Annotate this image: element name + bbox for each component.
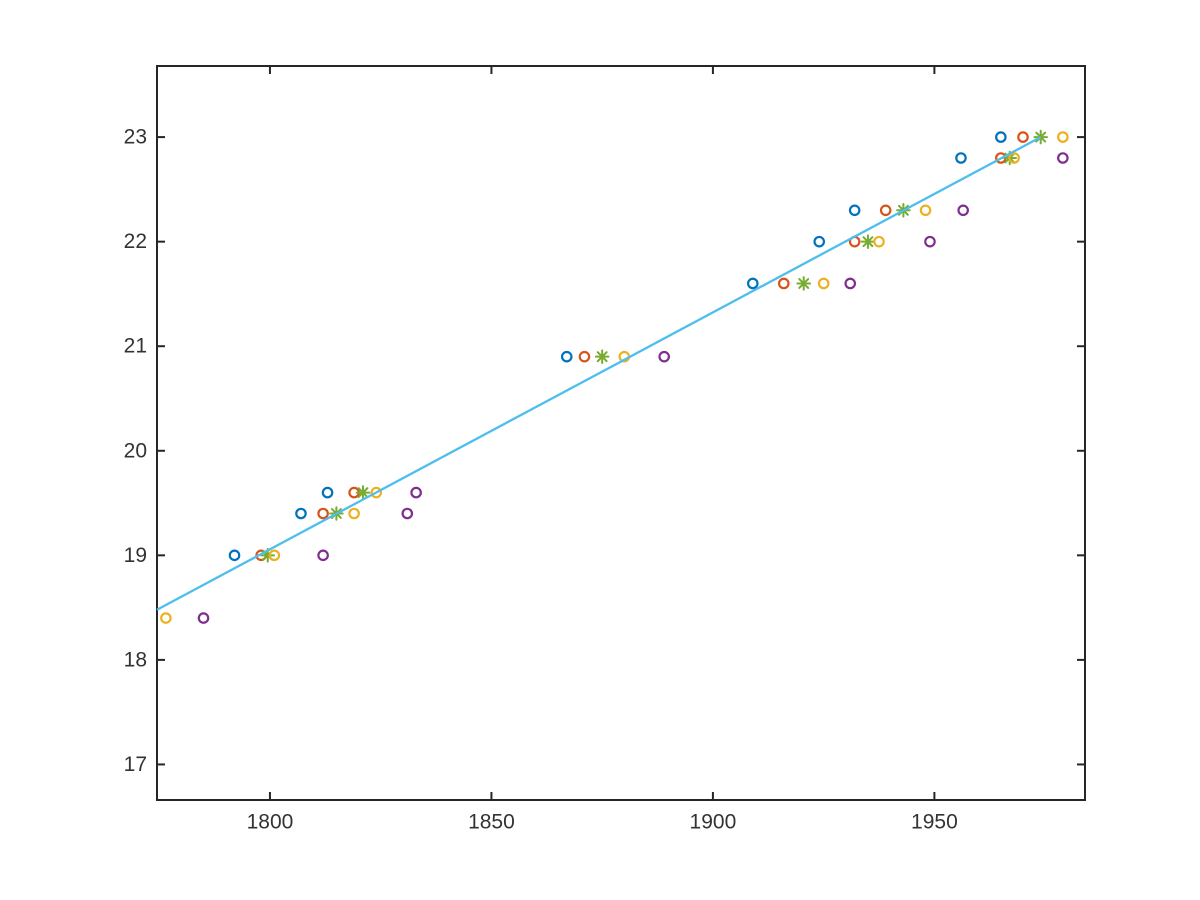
data-point-series-5-purple-circles xyxy=(317,549,329,562)
data-point-series-5-purple-circles xyxy=(1057,152,1069,164)
data-point-series-4-yellow-circles xyxy=(160,612,172,624)
y-tick-label-23: 23 xyxy=(124,126,147,149)
data-point-series-2-orange-circles xyxy=(317,507,329,520)
data-point-series-5-purple-circles xyxy=(924,235,936,248)
data-point-series-1-blue-circles xyxy=(560,350,573,363)
data-point-series-4-yellow-circles xyxy=(919,204,932,217)
data-point-series-5-purple-circles xyxy=(197,612,210,624)
data-point-series-2-orange-circles xyxy=(1017,131,1029,143)
y-tick-label-20: 20 xyxy=(124,439,147,462)
data-point-series-5-purple-circles xyxy=(844,277,857,290)
data-point-series-1-blue-circles xyxy=(848,204,861,217)
data-point-series-1-blue-circles xyxy=(321,486,334,499)
y-tick-label-22: 22 xyxy=(124,230,147,253)
data-point-series-3-green-asterisks xyxy=(355,485,371,500)
x-tick-label-1900: 1900 xyxy=(690,810,737,833)
y-tick-label-19: 19 xyxy=(124,544,147,567)
plot-area-box xyxy=(156,65,1086,801)
fit-line xyxy=(156,136,1042,611)
x-tick-label-1800: 1800 xyxy=(247,810,294,833)
data-point-series-2-orange-circles xyxy=(879,204,892,217)
data-point-series-4-yellow-circles xyxy=(348,507,360,520)
y-tick-label-18: 18 xyxy=(124,648,147,671)
data-point-series-4-yellow-circles xyxy=(1057,131,1069,143)
data-point-series-4-yellow-circles xyxy=(370,486,383,499)
data-point-series-4-yellow-circles xyxy=(817,277,830,290)
x-tick-label-1950: 1950 xyxy=(911,810,958,833)
y-tick-label-17: 17 xyxy=(124,753,147,776)
data-point-series-1-blue-circles xyxy=(995,131,1007,143)
data-point-series-4-yellow-circles xyxy=(1008,152,1020,164)
data-point-series-2-orange-circles xyxy=(578,350,591,363)
data-point-series-1-blue-circles xyxy=(746,277,759,290)
data-point-series-1-blue-circles xyxy=(295,507,307,520)
data-point-series-3-green-asterisks xyxy=(860,234,876,249)
data-point-series-2-orange-circles xyxy=(777,277,790,290)
x-tick-label-1850: 1850 xyxy=(468,810,515,833)
data-point-series-3-green-asterisks xyxy=(594,349,610,364)
data-point-series-1-blue-circles xyxy=(955,152,967,164)
y-tick-label-21: 21 xyxy=(124,335,147,358)
data-point-series-5-purple-circles xyxy=(401,507,414,520)
data-point-series-5-purple-circles xyxy=(658,350,670,363)
data-point-series-5-purple-circles xyxy=(410,486,422,499)
data-point-series-1-blue-circles xyxy=(813,235,826,248)
data-point-series-1-blue-circles xyxy=(228,549,241,562)
data-point-series-3-green-asterisks xyxy=(796,276,812,291)
data-point-series-4-yellow-circles xyxy=(873,235,885,248)
data-point-series-4-yellow-circles xyxy=(268,549,281,562)
data-point-series-5-purple-circles xyxy=(957,204,969,217)
data-point-series-3-green-asterisks xyxy=(260,548,276,563)
